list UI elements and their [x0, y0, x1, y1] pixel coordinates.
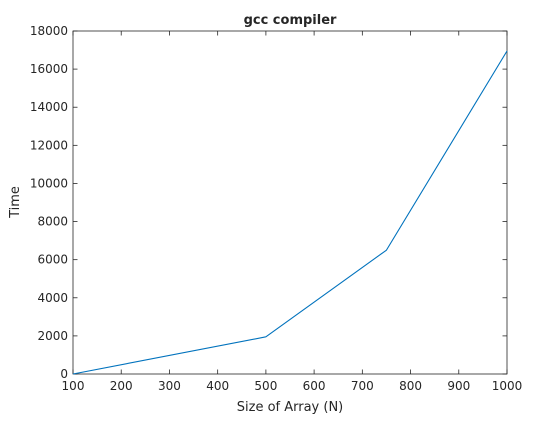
y-tick-label: 16000: [30, 62, 68, 76]
x-tick-label: 300: [158, 379, 181, 393]
y-tick-label: 8000: [37, 215, 68, 229]
x-axis-label: Size of Array (N): [237, 400, 344, 415]
y-tick-label: 10000: [30, 176, 68, 190]
x-tick-label: 200: [110, 379, 133, 393]
x-tick-label: 900: [447, 379, 470, 393]
y-tick-label: 12000: [30, 138, 68, 152]
plot-area: [73, 31, 507, 374]
y-axis-label: Time: [8, 186, 23, 219]
x-tick-label: 700: [351, 379, 374, 393]
y-tick-label: 2000: [37, 329, 68, 343]
x-tick-label: 400: [206, 379, 229, 393]
x-tick-label: 100: [62, 379, 85, 393]
y-tick-label: 0: [60, 367, 68, 381]
x-tick-label: 1000: [492, 379, 523, 393]
x-tick-label: 600: [303, 379, 326, 393]
y-tick-label: 4000: [37, 291, 68, 305]
x-tick-label: 800: [399, 379, 422, 393]
x-tick-label: 500: [254, 379, 277, 393]
y-tick-label: 14000: [30, 100, 68, 114]
y-tick-label: 18000: [30, 24, 68, 38]
chart-title: gcc compiler: [244, 13, 337, 28]
y-tick-label: 6000: [37, 253, 68, 267]
